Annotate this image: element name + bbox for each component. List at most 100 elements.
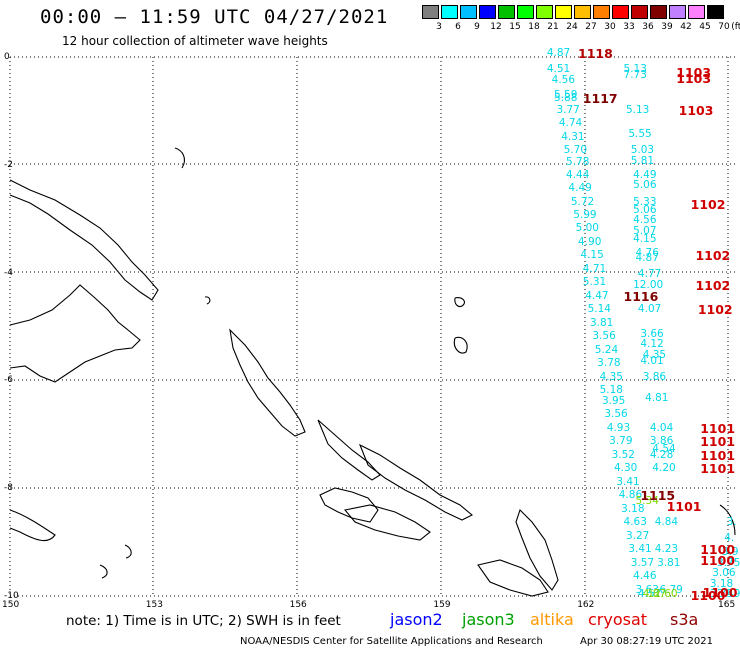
pass-id: 1102 bbox=[695, 248, 731, 264]
small-island-c bbox=[453, 336, 468, 354]
wave-height-value: 5.00 bbox=[575, 222, 599, 235]
wave-height-value: 3.86 bbox=[649, 435, 674, 448]
colorbar-swatch bbox=[441, 5, 458, 19]
wave-height-value: 5.24 bbox=[594, 343, 619, 356]
wave-height-value: 4.81 bbox=[645, 392, 669, 405]
colorbar-swatch bbox=[688, 5, 705, 19]
choiseul-coast bbox=[317, 419, 381, 481]
small-island-b bbox=[454, 297, 465, 308]
lon-label: 165 bbox=[718, 600, 736, 610]
wave-height-value: 4.07 bbox=[637, 303, 662, 316]
colorbar-label: 36 bbox=[642, 22, 654, 32]
pass-id: 1101 bbox=[666, 499, 702, 515]
wave-height-value: 5.99 bbox=[573, 209, 597, 221]
wave-height-value: 4.46 bbox=[633, 570, 657, 583]
colorbar-swatch bbox=[479, 5, 496, 19]
wave-height-value: 3.18 bbox=[621, 502, 645, 515]
wave-height-value: 5.55 bbox=[628, 128, 652, 141]
satellite-jason3: jason3 bbox=[462, 610, 515, 629]
colorbar-label: 6 bbox=[455, 22, 461, 32]
new-georgia-coast bbox=[319, 487, 379, 523]
wave-height-value: 3.27 bbox=[625, 529, 650, 542]
small-island-f bbox=[719, 504, 736, 536]
wave-height-value: 5.72 bbox=[570, 195, 595, 208]
small-island-h bbox=[124, 544, 132, 559]
wave-height-value: 4.12 bbox=[640, 338, 664, 351]
wave-height-value: 3.77 bbox=[556, 103, 580, 116]
guadalcanal-coast bbox=[343, 504, 431, 541]
wave-height-value: 4.35 bbox=[642, 349, 667, 362]
wave-height-value: 4.31 bbox=[561, 130, 585, 143]
colorbar-swatch bbox=[574, 5, 591, 19]
wave-height-value: 5.07 bbox=[633, 225, 657, 238]
wave-height-value: 4.63 bbox=[623, 516, 647, 529]
wave-height-value: 4.87 bbox=[635, 252, 659, 265]
wave-height-value: 4.56 bbox=[551, 74, 576, 87]
footer-note: note: 1) Time is in UTC; 2) SWH is in fe… bbox=[66, 613, 341, 629]
wave-height-value: 3.78 bbox=[597, 357, 621, 370]
lat-label: -4 bbox=[4, 267, 13, 278]
satellite-cryosat: cryosat bbox=[588, 610, 648, 629]
colorbar-label: 21 bbox=[547, 22, 559, 32]
lat-label: -6 bbox=[4, 375, 13, 386]
wave-height-value: 3.56 bbox=[592, 330, 616, 343]
pass-id: 1103 bbox=[678, 102, 714, 118]
colorbar-swatch bbox=[612, 5, 629, 19]
pass-id: 1101 bbox=[700, 461, 736, 477]
credit-line: NOAA/NESDIS Center for Satellite Applica… bbox=[240, 636, 543, 647]
wave-height-value: 4.51 bbox=[546, 63, 571, 76]
wave-height-value: 5.78 bbox=[566, 156, 590, 169]
wave-height-value: 3.18 bbox=[709, 578, 734, 591]
map-grid bbox=[9, 56, 735, 597]
wave-height-value: 6.79 bbox=[659, 583, 683, 596]
pass-id: 1116 bbox=[623, 288, 659, 304]
wave-height-value: 5.14 bbox=[587, 303, 611, 316]
lon-label: 162 bbox=[577, 600, 595, 610]
colorbar-swatch bbox=[707, 5, 724, 19]
pass-id: 1103 bbox=[676, 70, 712, 86]
wave-height-value: 3.9 bbox=[721, 545, 739, 558]
colorbar-swatch bbox=[460, 5, 477, 19]
lat-label: -2 bbox=[4, 159, 13, 170]
wave-height-value: 4.84 bbox=[654, 516, 679, 529]
satellite-s3a: s3a bbox=[670, 610, 699, 629]
wave-height-value: 3.06 bbox=[712, 567, 736, 580]
generation-timestamp: Apr 30 08:27:19 UTC 2021 bbox=[580, 636, 713, 647]
wave-height-value: 4. bbox=[724, 532, 735, 545]
wave-height-value: 4.47 bbox=[585, 289, 609, 302]
wave-height-value: 4.77 bbox=[637, 268, 662, 281]
wave-height-value: 3.81 bbox=[657, 556, 681, 569]
small-island-d bbox=[204, 296, 211, 305]
lon-label: 159 bbox=[433, 600, 451, 610]
colorbar-swatch bbox=[593, 5, 610, 19]
wave-height-value: 4.56 bbox=[633, 214, 657, 227]
wave-height-value: 4.23 bbox=[654, 543, 679, 556]
pass-id: 1100 bbox=[700, 542, 736, 558]
wave-height-value: 3.66 bbox=[640, 327, 664, 340]
malaita-coast bbox=[515, 508, 559, 591]
wave-height-value: 4.71 bbox=[582, 262, 607, 275]
wave-height-value: 4.35 bbox=[599, 370, 623, 383]
wave-height-value: 4.15 bbox=[633, 233, 657, 246]
wave-height-value: 5.03 bbox=[630, 144, 655, 157]
wave-height-value: 3.86 bbox=[642, 370, 667, 383]
wave-height-value: 4.49 bbox=[633, 168, 657, 181]
coastlines bbox=[9, 147, 736, 597]
wave-height-value: 3.41 bbox=[628, 543, 652, 556]
pass-id: 1102 bbox=[690, 197, 726, 213]
lat-label: -8 bbox=[4, 483, 13, 494]
pass-id: 1100 bbox=[690, 588, 726, 603]
wave-height-value: 5.34 bbox=[635, 494, 659, 507]
pass-id: 1102 bbox=[697, 302, 733, 318]
wave-height-value: 4.49 bbox=[568, 182, 592, 195]
satellite-altika: altika bbox=[530, 610, 574, 629]
wave-height-value: 3.41 bbox=[616, 475, 640, 488]
makira-coast bbox=[477, 559, 549, 597]
wave-height-value: 4.30 bbox=[613, 462, 638, 475]
colorbar-label: 70 bbox=[718, 22, 730, 32]
wave-height-value: 4.57 bbox=[637, 588, 662, 600]
colorbar-label: 9 bbox=[474, 22, 480, 32]
page-subtitle: 12 hour collection of altimeter wave hei… bbox=[62, 34, 328, 48]
wave-height-value: 4.90 bbox=[578, 235, 602, 248]
